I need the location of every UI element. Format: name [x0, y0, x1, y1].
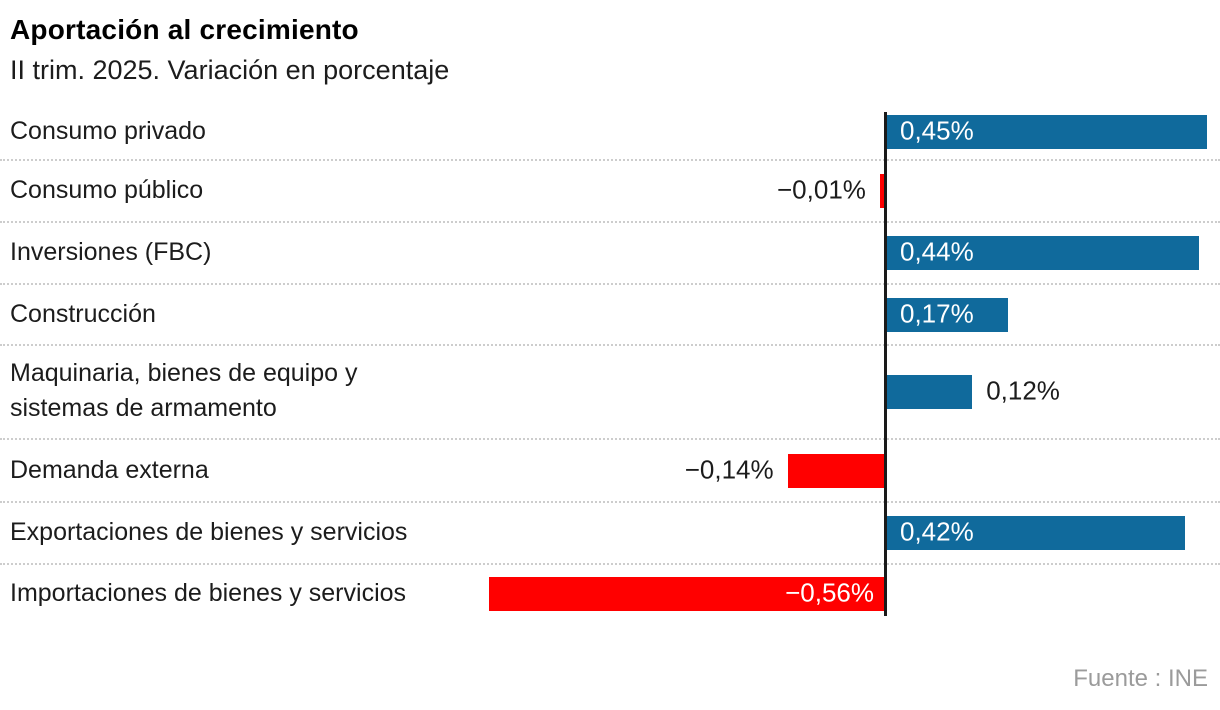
chart-subtitle: II trim. 2025. Variación en porcentaje — [10, 55, 450, 85]
chart-row: Consumo privado 0,45% — [0, 105, 1220, 161]
category-label: Demanda externa — [10, 455, 209, 484]
category-label: Consumo público — [10, 176, 204, 205]
chart-row: Demanda externa −0,14% — [0, 440, 1220, 503]
positive-bar: 0,17% — [887, 297, 1008, 332]
category-label: Maquinaria, bienes de equipo y sistemas … — [10, 359, 358, 422]
chart-row: Construcción 0,17% — [0, 285, 1220, 346]
chart-row: Maquinaria, bienes de equipo y sistemas … — [0, 346, 1220, 440]
positive-bar: 0,42% — [887, 516, 1186, 550]
chart-row: Inversiones (FBC) 0,44% — [0, 223, 1220, 285]
source-note: Fuente : INE — [1073, 665, 1208, 692]
category-label: Importaciones de bienes y servicios — [10, 579, 407, 608]
value-label: 0,42% — [900, 516, 974, 547]
value-label: −0,14% — [684, 453, 774, 484]
negative-bar — [879, 174, 887, 208]
chart-header: Aportación al crecimiento II trim. 2025.… — [0, 0, 1220, 86]
chart-title: Aportación al crecimiento — [10, 14, 359, 45]
category-label: Exportaciones de bienes y servicios — [10, 518, 408, 547]
chart-rows: Consumo privado 0,45% Consumo público −0,01… — [0, 105, 1220, 623]
value-label: −0,01% — [777, 174, 866, 205]
negative-bar — [787, 453, 887, 488]
positive-bar: 0,45% — [887, 115, 1207, 149]
positive-bar — [887, 375, 973, 409]
chart-row: Exportaciones de bienes y servicios 0,42% — [0, 503, 1220, 565]
zero-axis-line — [884, 112, 887, 616]
chart-row: Consumo público −0,01% — [0, 161, 1220, 223]
value-label: 0,17% — [900, 297, 974, 328]
value-label: −0,56% — [785, 577, 874, 608]
value-label: 0,44% — [900, 236, 974, 267]
category-label: Consumo privado — [10, 117, 206, 146]
positive-bar: 0,44% — [887, 236, 1200, 270]
value-label: 0,12% — [986, 375, 1060, 406]
category-label: Inversiones (FBC) — [10, 238, 212, 267]
negative-bar: −0,56% — [489, 577, 887, 611]
category-label: Construcción — [10, 299, 156, 328]
chart-row: Importaciones de bienes y servicios −0,56… — [0, 565, 1220, 623]
value-label: 0,45% — [900, 115, 974, 146]
bar-chart: Consumo privado 0,45% Consumo público −0,01… — [0, 105, 1220, 623]
